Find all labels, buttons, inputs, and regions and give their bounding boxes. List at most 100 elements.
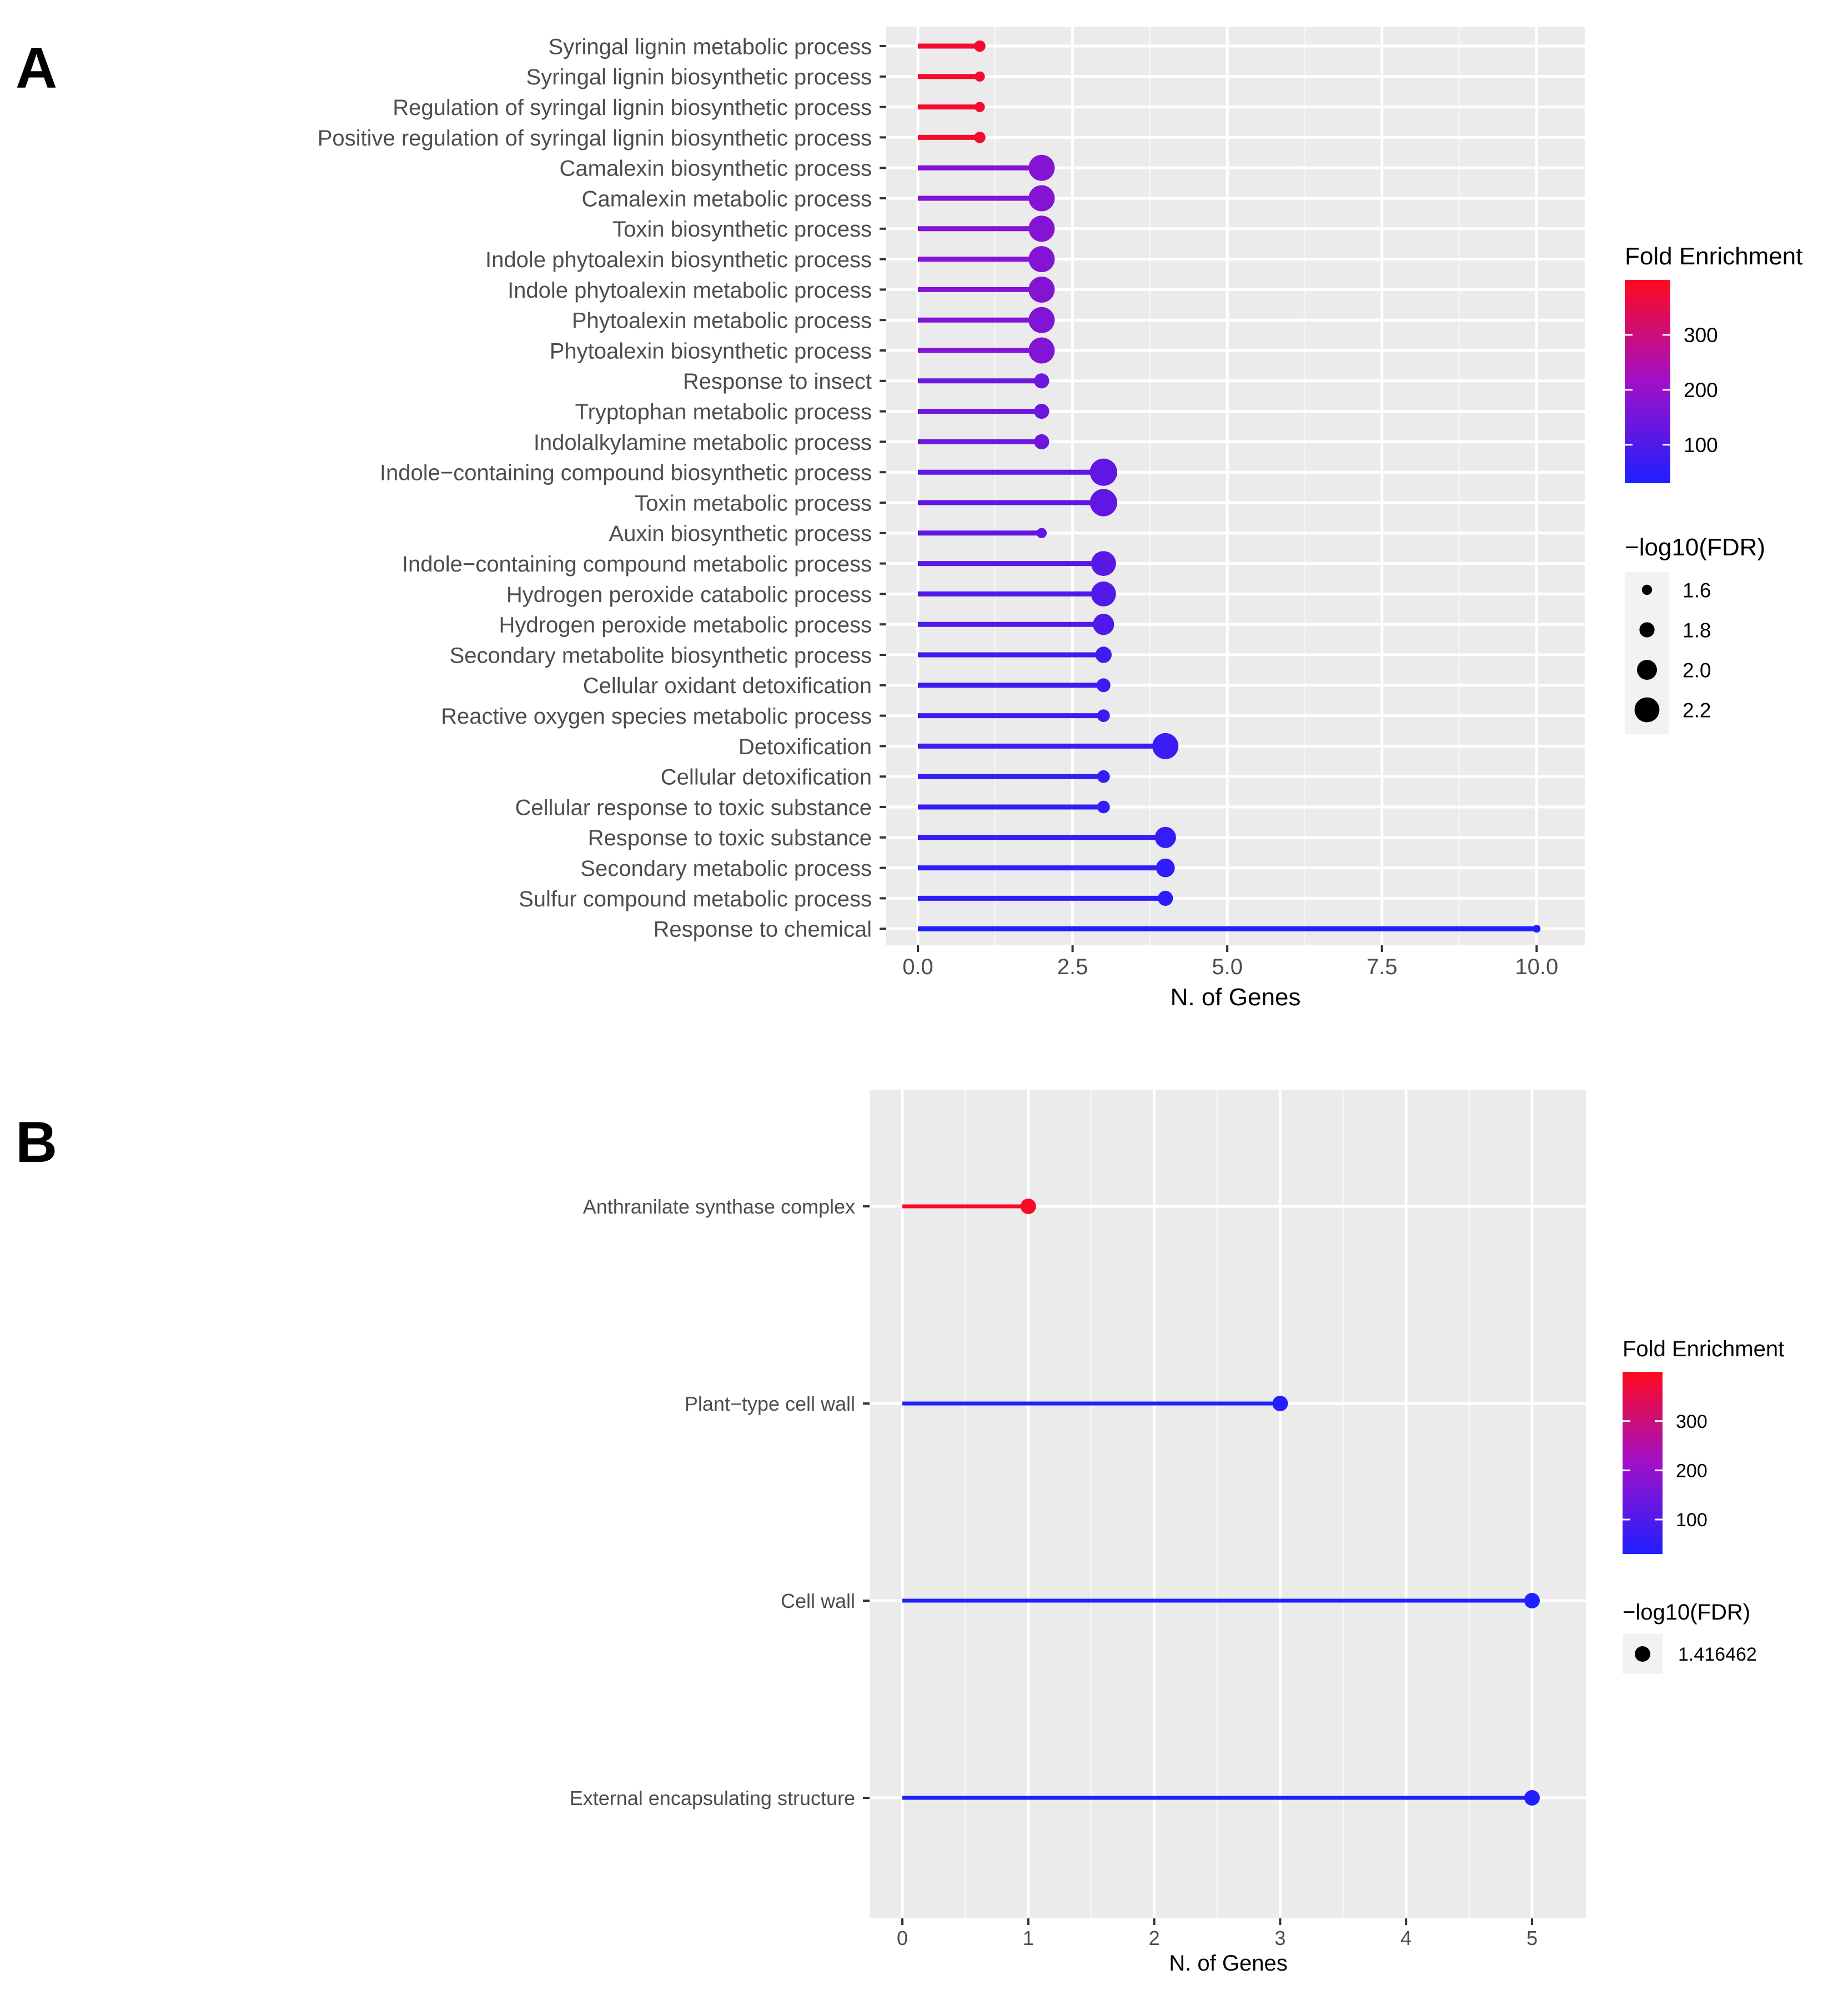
lollipop-point [974,40,986,52]
x-tick-label: 1 [1023,1927,1034,1949]
lollipop-point [1097,800,1110,814]
lollipop-point [1028,307,1055,333]
category-label: Camalexin metabolic process [582,187,872,211]
color-legend-label: 100 [1676,1510,1708,1531]
panel-b-background [870,1090,1586,1918]
category-label: Response to chemical [653,918,872,942]
category-label: Phytoalexin metabolic process [572,309,872,333]
category-label: Indole phytoalexin metabolic process [508,278,872,303]
lollipop-point [1028,276,1055,303]
category-label: Toxin biosynthetic process [612,217,872,242]
panel-b-x-axis-title: N. of Genes [1169,1951,1287,1976]
size-legend-label: 2.2 [1683,699,1711,721]
lollipop-point [1095,646,1112,663]
panel-a-color-legend: Fold Enrichment 300 200 100 [1625,243,1802,483]
lollipop-point [1028,337,1055,364]
category-label: Response to insect [683,369,872,394]
size-legend-dot [1634,697,1660,723]
panel-a-gridlines [886,27,1585,945]
size-legend-label: 1.6 [1683,579,1711,602]
x-tick-label: 10.0 [1515,955,1558,979]
lollipop-point [1034,404,1049,419]
category-label: Secondary metabolic process [580,856,872,881]
x-tick-label: 7.5 [1367,955,1398,979]
x-tick-label: 2.5 [1057,955,1088,979]
category-label: Secondary metabolite biosynthetic proces… [450,643,872,668]
panel-a-category-labels: Syringal lignin metabolic process Syringa… [318,34,886,942]
panel-b-lollipops [902,1199,1540,1806]
panel-a-x-axis-title: N. of Genes [1171,984,1301,1011]
panel-a-size-legend: −log10(FDR) 1.6 1.8 2.0 2.2 [1625,534,1765,734]
lollipop-point [1028,246,1055,273]
lollipop-point [1096,678,1111,693]
lollipop-point [1089,458,1117,486]
category-label: External encapsulating structure [570,1787,855,1810]
color-legend-label: 200 [1676,1461,1708,1482]
size-legend-label: 1.416462 [1678,1644,1757,1665]
lollipop-point [1272,1396,1288,1411]
category-label: Sulfur compound metabolic process [519,887,872,911]
lollipop-point [1524,1790,1540,1806]
lollipop-point [1036,528,1047,538]
size-legend-dot [1641,584,1653,595]
x-tick-label: 0.0 [902,955,933,979]
panel-b-color-bar [1623,1372,1663,1554]
category-label: Phytoalexin biosynthetic process [550,339,872,363]
panel-b-size-legend: −log10(FDR) 1.416462 [1623,1600,1757,1674]
panel-b-x-ticks: 0 1 2 3 4 5 [897,1918,1538,1949]
x-tick-label: 3 [1274,1927,1285,1949]
x-tick-label: 5.0 [1212,955,1243,979]
category-label: Regulation of syringal lignin biosynthet… [393,96,872,120]
lollipop-point [1097,709,1110,722]
size-legend-label: 1.8 [1683,619,1711,641]
lollipop-point [1089,489,1117,517]
lollipop-point [1152,733,1179,759]
size-legend-label: 2.0 [1683,659,1711,681]
size-legend-dot [1635,1646,1650,1662]
x-tick-label: 5 [1526,1927,1538,1949]
x-tick-label: 2 [1149,1927,1160,1949]
panel-b-size-legend-title: −log10(FDR) [1623,1600,1750,1625]
panel-label-a: A [16,36,57,101]
category-label: Reactive oxygen species metabolic proces… [441,704,872,729]
lollipop-point [1097,770,1110,783]
lollipop-point [1154,826,1176,848]
panel-a-color-legend-title: Fold Enrichment [1625,243,1802,270]
category-label: Hydrogen peroxide catabolic process [506,583,872,607]
category-label: Plant−type cell wall [685,1392,855,1415]
panel-b-color-legend: Fold Enrichment 300 200 100 [1623,1337,1784,1554]
category-label: Positive regulation of syringal lignin b… [318,126,872,151]
category-label: Anthranilate synthase complex [583,1195,855,1218]
x-tick-label: 0 [897,1927,908,1949]
category-label: Indole phytoalexin biosynthetic process [485,248,872,272]
category-label: Syringal lignin metabolic process [549,34,872,59]
panel-b-category-labels: Anthranilate synthase complex Plant−type … [570,1195,870,1810]
lollipop-point [1093,614,1114,635]
panel-label-b: B [16,1110,57,1175]
category-label: Toxin metabolic process [635,491,872,515]
color-legend-label: 300 [1684,324,1718,347]
category-label: Indolalkylamine metabolic process [534,430,872,455]
category-label: Cellular response to toxic substance [515,795,872,820]
category-label: Camalexin biosynthetic process [560,157,872,181]
category-label: Auxin biosynthetic process [609,522,872,546]
x-tick-label: 4 [1400,1927,1412,1949]
category-label: Cell wall [781,1590,855,1612]
size-legend-dot [1637,660,1657,680]
lollipop-point [1020,1199,1036,1214]
panel-a-background [886,27,1585,945]
lollipop-point [1524,1593,1540,1608]
panel-b-gridlines [870,1090,1586,1918]
lollipop-point [1028,215,1055,242]
panel-a-size-legend-title: −log10(FDR) [1625,534,1765,561]
panel-b-color-legend-title: Fold Enrichment [1623,1337,1784,1361]
category-label: Syringal lignin biosynthetic process [526,65,872,89]
category-label: Indole−containing compound metabolic pro… [402,552,872,577]
lollipop-point [1028,154,1055,181]
panel-a-x-ticks: 0.0 2.5 5.0 7.5 10.0 [902,945,1558,979]
lollipop-point [1028,185,1055,212]
category-label: Hydrogen peroxide metabolic process [499,613,872,638]
category-label: Response to toxic substance [588,826,872,850]
category-label: Indole−containing compound biosynthetic … [380,461,872,485]
